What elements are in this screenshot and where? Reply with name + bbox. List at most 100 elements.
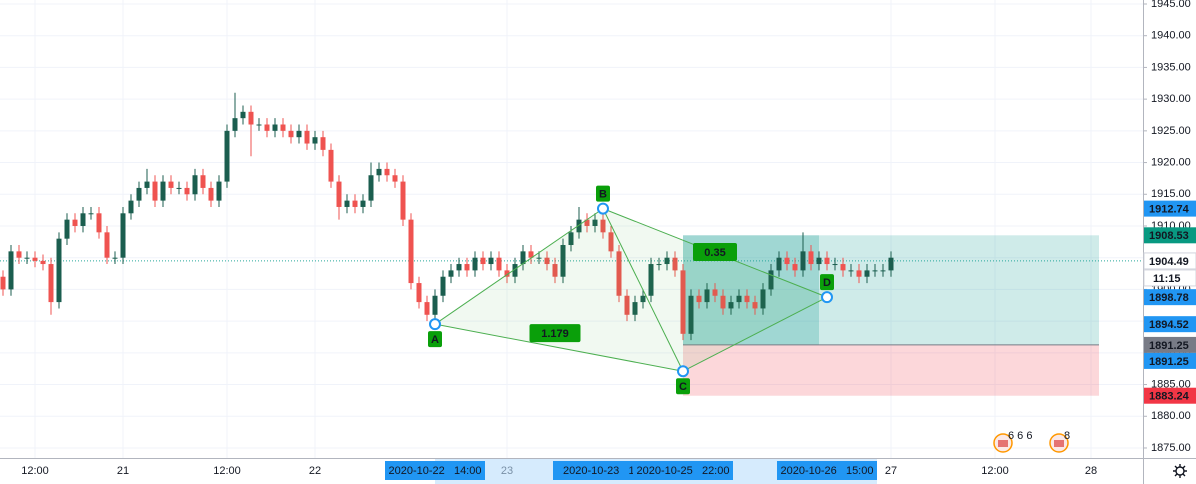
ratio-label: 0.35	[704, 247, 725, 259]
candle-body	[664, 257, 670, 265]
candle-body	[768, 270, 774, 290]
time-tag: 2020-10-26 15:00	[781, 465, 874, 477]
y-tick-label: 1930.00	[1151, 93, 1191, 105]
candle-body	[176, 187, 182, 189]
candle-body	[872, 270, 878, 272]
point-label: C	[679, 381, 687, 393]
price-tag-box	[1144, 200, 1196, 217]
candle-body	[784, 257, 790, 265]
candle-body	[160, 181, 166, 201]
candle-body	[328, 149, 334, 182]
y-tick-label: 1915.00	[1151, 188, 1191, 200]
candle-body	[464, 264, 470, 271]
candle-body	[216, 181, 222, 201]
y-tick-label: 1875.00	[1151, 442, 1191, 454]
candle-body	[856, 270, 862, 277]
candle-body	[672, 257, 678, 271]
candle-body	[376, 168, 382, 176]
pattern-point	[429, 318, 441, 331]
price-tag-box	[1144, 336, 1196, 353]
point-label-box	[676, 378, 690, 395]
candle-body	[736, 295, 742, 303]
y-tick-label: 1940.00	[1151, 30, 1191, 42]
price-tag: 1898.78	[1149, 292, 1189, 304]
candle-body	[104, 232, 110, 258]
pattern-triangle	[435, 208, 683, 372]
candle-body	[168, 181, 174, 188]
point-label: B	[599, 189, 607, 201]
candle-body	[608, 232, 614, 252]
candle-body	[520, 251, 526, 265]
pattern: 0.35 1.179 A B C D	[428, 185, 834, 395]
candle-body	[728, 302, 734, 309]
pattern-point	[821, 291, 833, 304]
ratio-box	[693, 242, 737, 261]
candle-body	[24, 257, 30, 259]
y-tick-label: 1920.00	[1151, 156, 1191, 168]
candle-body	[656, 264, 662, 266]
candle-body	[424, 302, 430, 315]
candle-body	[792, 264, 798, 271]
candle-body	[392, 175, 398, 182]
candle-body	[384, 168, 390, 176]
y-tick-label: 1885.00	[1151, 378, 1191, 390]
y-tick-label: 1880.00	[1151, 410, 1191, 422]
event-count: 6 6 6	[1008, 430, 1032, 442]
candle-body	[584, 219, 590, 226]
candle-body	[432, 295, 438, 315]
candle-body	[8, 251, 14, 290]
candle-body	[720, 295, 726, 309]
x-tick-label: 12:00	[981, 465, 1009, 477]
candle-body	[712, 289, 718, 296]
x-tick-label: 28	[1085, 465, 1097, 477]
settings-icon[interactable]	[1173, 464, 1187, 478]
price-tag: 1904.49	[1149, 256, 1189, 268]
candle-body	[536, 257, 542, 259]
point-label: D	[823, 277, 831, 289]
candle-body	[16, 251, 22, 258]
candle-body	[512, 264, 518, 277]
x-tick-label: 12:00	[21, 465, 49, 477]
candle-body	[568, 232, 574, 246]
candle-body	[576, 219, 582, 233]
candle-body	[816, 257, 822, 265]
candle-body	[64, 219, 70, 239]
candle-body	[496, 257, 502, 271]
candle-body	[456, 264, 462, 271]
candle-body	[56, 238, 62, 303]
price-tag: 1912.74	[1149, 204, 1190, 216]
candle-body	[256, 124, 262, 126]
candle-body	[704, 289, 710, 303]
candle-body	[360, 200, 366, 207]
candle-body	[32, 257, 38, 261]
candle-body	[488, 257, 494, 265]
candle-body	[864, 270, 870, 277]
candle-body	[184, 187, 190, 195]
candle-body	[888, 257, 894, 271]
candle-body	[72, 219, 78, 226]
candle-body	[552, 264, 558, 277]
candle-body	[528, 251, 534, 258]
candle-body	[416, 283, 422, 303]
candle-body	[288, 130, 294, 138]
candle-body	[752, 302, 758, 309]
candle-body	[272, 124, 278, 131]
pattern-leg	[434, 208, 604, 325]
candle-body	[504, 270, 510, 277]
candle-body	[808, 251, 814, 265]
price-tag-box	[1143, 252, 1196, 270]
candle-body	[248, 111, 254, 125]
price-tag: 1908.53	[1149, 230, 1189, 242]
x-tick-label: 12:00	[213, 465, 241, 477]
candle-body	[200, 175, 206, 188]
candles	[0, 92, 894, 341]
candle-body	[760, 289, 766, 309]
candle-body	[848, 270, 854, 272]
candle-body	[880, 270, 886, 272]
time-tag-box	[553, 461, 653, 480]
candle-body	[96, 213, 102, 233]
ratio-box	[529, 324, 581, 343]
candle-body	[264, 124, 270, 131]
candle-body	[840, 264, 846, 271]
